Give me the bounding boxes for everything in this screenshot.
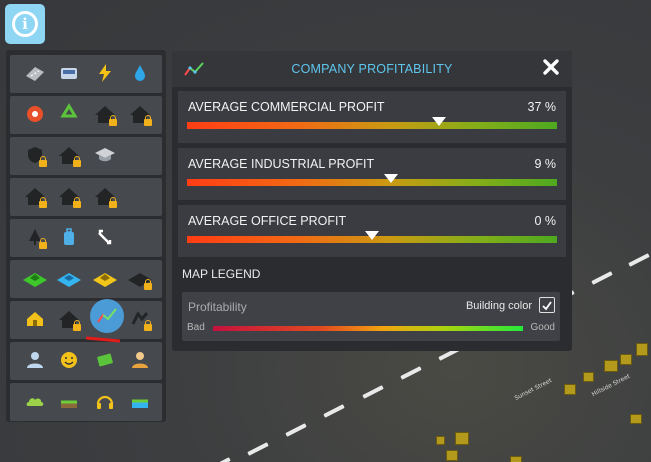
electricity-icon[interactable] (91, 59, 119, 87)
building-color-label: Building color (465, 300, 532, 312)
toolbar-row (10, 383, 162, 421)
close-icon[interactable] (542, 58, 560, 76)
pollution-icon[interactable] (21, 387, 49, 415)
industrial-profit-row: AVERAGE INDUSTRIAL PROFIT 9 % (178, 148, 566, 200)
citizens-icon[interactable] (21, 346, 49, 374)
building-lot (583, 372, 594, 382)
fire-icon[interactable] (21, 100, 49, 128)
building-color-checkbox[interactable] (539, 297, 555, 313)
building-lot (455, 432, 469, 445)
workers-icon[interactable] (126, 346, 154, 374)
info-icon: i (12, 11, 38, 37)
locked-house-icon[interactable] (55, 141, 83, 169)
water-level-icon[interactable] (126, 387, 154, 415)
commercial-zone-icon[interactable] (55, 264, 83, 292)
commercial-profit-row: AVERAGE COMMERCIAL PROFIT 37 % (178, 91, 566, 143)
bad-label: Bad (187, 322, 205, 333)
locked-tree-icon[interactable] (21, 223, 49, 251)
profitability-gradient (213, 326, 523, 331)
locked-shield-icon[interactable] (21, 141, 49, 169)
commercial-profit-value: 37 % (527, 100, 557, 114)
info-button[interactable]: i (5, 4, 45, 44)
office-profit-value: 0 % (534, 214, 556, 228)
profit-gradient-bar (187, 179, 557, 186)
home-icon[interactable] (21, 305, 49, 333)
locked-building-icon[interactable] (55, 182, 83, 210)
luggage-icon[interactable] (55, 223, 83, 251)
toolbar-row (10, 137, 162, 175)
building-lot (510, 456, 522, 462)
commercial-profit-label: AVERAGE COMMERCIAL PROFIT (188, 100, 385, 114)
checkmark-icon (542, 301, 552, 311)
residential-zone-icon[interactable] (21, 264, 49, 292)
building-lot (620, 354, 632, 365)
building-lot (630, 414, 642, 424)
panel-header: COMPANY PROFITABILITY (172, 51, 572, 87)
locked-building-icon[interactable] (91, 182, 119, 210)
infoview-toolbar (6, 50, 166, 422)
toolbar-row (10, 55, 162, 93)
legend-name: Profitability (188, 300, 247, 314)
locked-house-icon[interactable] (126, 100, 154, 128)
toolbar-row (10, 342, 162, 380)
industrial-profit-label: AVERAGE INDUSTRIAL PROFIT (188, 157, 375, 171)
noise-icon[interactable] (91, 387, 119, 415)
building-lot (564, 384, 576, 395)
water-icon[interactable] (126, 59, 154, 87)
toolbar-row (10, 299, 162, 339)
traffic-arrows-icon[interactable] (91, 223, 119, 251)
road-marking (362, 385, 384, 399)
industrial-profit-value: 9 % (534, 157, 556, 171)
profit-marker (383, 174, 398, 183)
panel-title: COMPANY PROFITABILITY (291, 62, 453, 76)
road-marking (400, 366, 422, 380)
good-label: Good (530, 322, 555, 333)
road-marking (209, 457, 231, 462)
toolbar-row (10, 219, 162, 257)
money-icon[interactable] (91, 346, 119, 374)
profit-marker (431, 117, 446, 126)
education-icon[interactable] (91, 141, 119, 169)
street-label: Hillside Street (590, 372, 632, 399)
profitability-icon (184, 62, 204, 76)
happiness-icon[interactable] (55, 346, 83, 374)
building-lot (436, 436, 445, 445)
road-marking (591, 271, 613, 285)
profit-marker (365, 231, 379, 240)
road-marking (247, 442, 269, 456)
building-lot (636, 343, 648, 356)
profit-gradient-bar (187, 122, 557, 129)
locked-house-icon[interactable] (55, 305, 83, 333)
locked-house-icon[interactable] (91, 100, 119, 128)
toolbar-row (10, 260, 162, 298)
ground-icon[interactable] (55, 387, 83, 415)
building-lot (604, 360, 618, 372)
office-profit-row: AVERAGE OFFICE PROFIT 0 % (178, 205, 566, 257)
road-marking (628, 253, 650, 267)
locked-building-icon[interactable] (21, 182, 49, 210)
locked-house-icon[interactable] (126, 305, 154, 333)
building-lot (446, 450, 458, 461)
recycle-icon[interactable] (55, 100, 83, 128)
map-legend-title: MAP LEGEND (182, 267, 261, 281)
profitability-icon[interactable] (90, 299, 124, 333)
office-zone-icon[interactable] (126, 264, 154, 292)
map-legend: Profitability Building color Bad Good (182, 292, 560, 341)
street-label: Sunset Street (513, 377, 554, 402)
road-marking (285, 423, 307, 437)
road-marking (323, 404, 345, 418)
toolbar-row (10, 96, 162, 134)
toolbar-row (10, 178, 162, 216)
industrial-zone-icon[interactable] (91, 264, 119, 292)
office-profit-label: AVERAGE OFFICE PROFIT (188, 214, 347, 228)
bus-icon[interactable] (55, 59, 83, 87)
selection-indicator (85, 336, 121, 343)
company-profitability-panel: COMPANY PROFITABILITY AVERAGE COMMERCIAL… (172, 51, 572, 351)
road-icon[interactable] (21, 59, 49, 87)
